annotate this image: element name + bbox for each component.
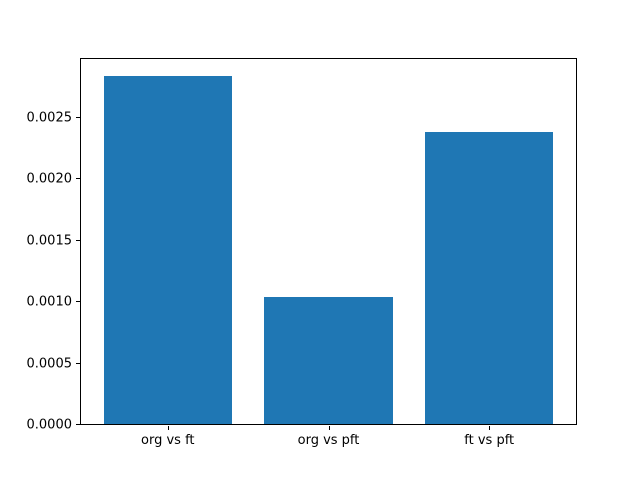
x-tick-label: org vs ft [141,433,195,448]
y-tick-label: 0.0010 [26,294,73,310]
y-tick-mark [76,424,80,425]
bar-ft-vs-pft [424,131,554,424]
y-tick-label: 0.0000 [26,417,73,433]
x-tick-label: ft vs pft [464,433,515,448]
bar-org-vs-ft [103,76,233,424]
y-tick-mark [76,239,80,241]
y-tick-mark [76,116,80,118]
x-tick-mark [328,426,330,430]
y-tick-label: 0.0025 [26,110,73,126]
plot-area: org vs ft org vs pft ft vs pft 0.0000 0.0005… [27,58,577,448]
x-tick-mark [489,426,491,430]
y-tick-mark [76,362,80,364]
y-tick-label: 0.0015 [26,233,73,249]
bar-org-vs-pft [264,297,393,424]
y-tick-mark [76,178,80,180]
y-tick-mark [76,301,80,303]
x-tick-mark [167,426,169,430]
x-tick-label: org vs pft [297,433,360,448]
y-tick-label: 0.0020 [26,171,73,187]
y-tick-label: 0.0005 [26,356,73,372]
